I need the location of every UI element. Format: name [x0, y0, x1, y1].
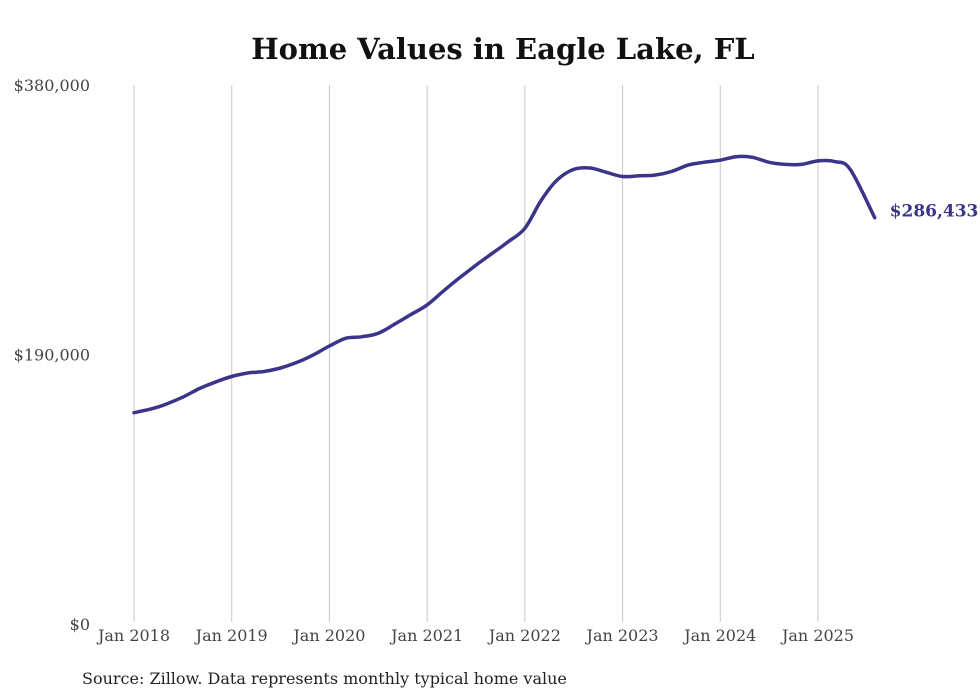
chart-title: Home Values in Eagle Lake, FL — [251, 32, 754, 66]
x-axis: Jan 2018 Jan 2019 Jan 2020 Jan 2021 Jan 2022… — [96, 626, 854, 645]
x-tick-label: Jan 2018 — [96, 626, 170, 645]
x-tick-label: Jan 2019 — [194, 626, 268, 645]
series-line-typical-home-value — [132, 154, 877, 415]
y-tick-label: $190,000 — [14, 346, 90, 365]
x-tick-label: Jan 2020 — [291, 626, 365, 645]
x-tick-label: Jan 2023 — [585, 626, 659, 645]
x-tick-label: Jan 2021 — [389, 626, 463, 645]
x-tick-label: Jan 2024 — [682, 626, 756, 645]
y-tick-label: $0 — [70, 615, 90, 634]
end-value-label: $286,433 — [890, 202, 979, 222]
x-tick-label: Jan 2025 — [780, 626, 854, 645]
source-note: Source: Zillow. Data represents monthly … — [82, 669, 567, 688]
x-tick-label: Jan 2022 — [487, 626, 561, 645]
y-axis: $0 $190,000 $380,000 — [14, 76, 90, 634]
gridlines — [133, 85, 819, 622]
y-tick-label: $380,000 — [14, 76, 90, 95]
